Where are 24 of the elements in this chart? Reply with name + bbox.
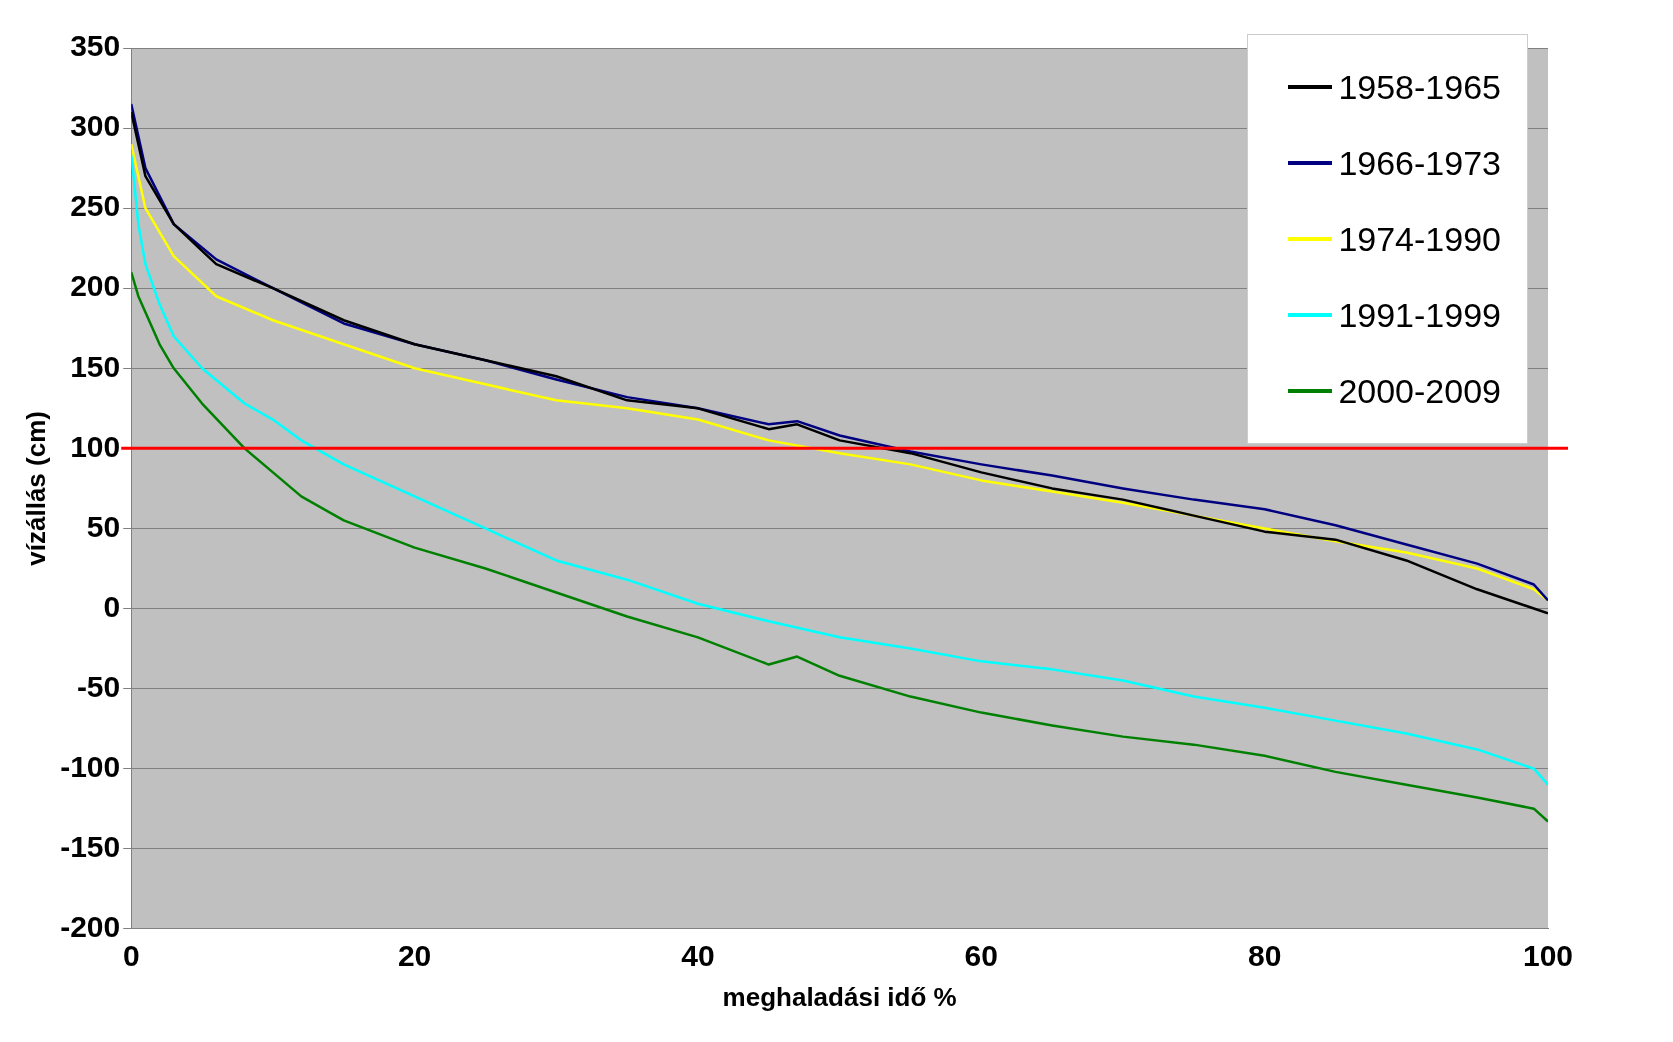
y-tick-label: 350	[70, 29, 121, 63]
x-tick-label: 20	[397, 939, 432, 973]
y-tick-label: 200	[70, 269, 121, 303]
legend-label: 1958-1965	[1338, 67, 1501, 107]
y-tick-label: -200	[60, 910, 121, 944]
y-tick-label: -100	[60, 749, 121, 783]
y-tick-label: -50	[76, 669, 121, 703]
legend-label: 1974-1990	[1338, 219, 1501, 259]
y-tick-label: 250	[70, 189, 121, 223]
y-tick-label: 50	[86, 509, 121, 543]
x-tick-label: 80	[1247, 939, 1282, 973]
x-axis-title: meghaladási idő %	[722, 981, 957, 1012]
y-tick-label: 150	[70, 349, 121, 383]
y-tick-label: 0	[103, 589, 121, 623]
legend-label: 1991-1999	[1338, 295, 1501, 335]
y-tick-label: -150	[60, 829, 121, 863]
y-axis-title: vízállás (cm)	[20, 411, 51, 566]
y-tick-label: 100	[70, 429, 121, 463]
y-tick-label: 300	[70, 109, 121, 143]
x-tick-label: 60	[964, 939, 998, 973]
x-tick-label: 100	[1522, 939, 1574, 973]
legend-label: 1966-1973	[1338, 143, 1501, 183]
legend-label: 2000-2009	[1338, 371, 1501, 411]
x-tick-label: 40	[681, 939, 715, 973]
